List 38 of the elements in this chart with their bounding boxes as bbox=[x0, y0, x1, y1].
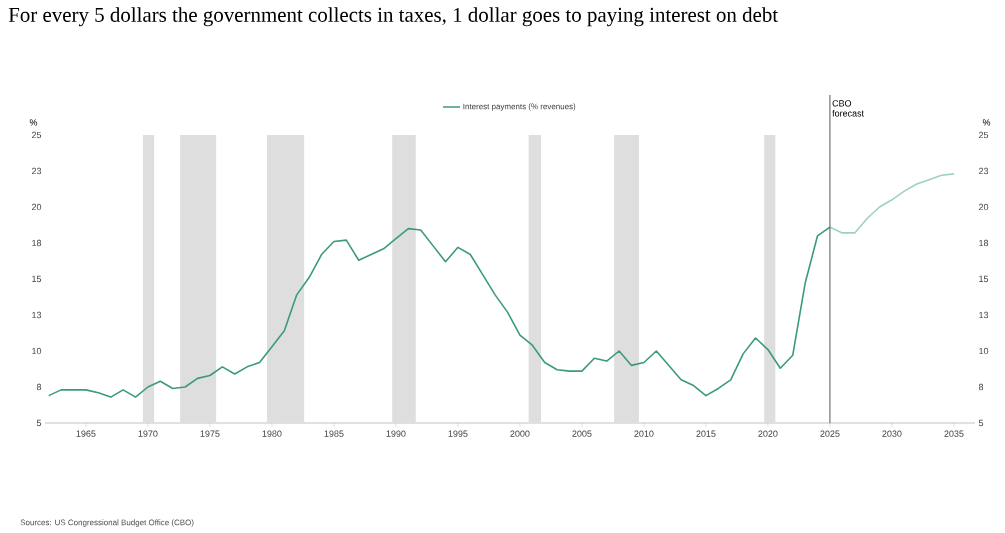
chart-title: For every 5 dollars the government collects in taxes, 1 dollar goes to paying interest on debt bbox=[8, 7, 778, 27]
y2-tick-label: 25 bbox=[978, 131, 989, 139]
x-tick-label: 2015 bbox=[696, 430, 716, 437]
y-tick-label: 23 bbox=[31, 167, 42, 175]
y2-tick-label: 10 bbox=[979, 347, 989, 355]
x-tick-label: 1965 bbox=[76, 430, 96, 437]
y2-tick-label: 20 bbox=[978, 203, 989, 211]
x-tick-label: 1980 bbox=[262, 430, 282, 437]
x-tick-label: 2010 bbox=[634, 430, 654, 437]
x-tick-label: 2025 bbox=[820, 430, 840, 437]
x-tick-label: 2030 bbox=[882, 430, 902, 437]
y-tick-label: 25 bbox=[31, 131, 42, 139]
x-tick-label: 1995 bbox=[448, 430, 468, 437]
x-tick-label: 1975 bbox=[200, 430, 220, 437]
x-tick-label: 1970 bbox=[138, 430, 158, 437]
y-axis-title: % bbox=[29, 119, 38, 126]
x-tick-label: 2020 bbox=[758, 430, 778, 437]
y2-tick-label: 18 bbox=[979, 239, 989, 247]
x-tick-label: 1990 bbox=[386, 430, 406, 437]
x-tick-label: 2035 bbox=[944, 430, 964, 437]
ref-line-label: CBO forecast bbox=[832, 100, 864, 117]
x-tick-label: 2005 bbox=[572, 430, 592, 437]
y2-tick-label: 15 bbox=[979, 275, 989, 283]
x-tick-label: 2000 bbox=[510, 430, 530, 437]
y-tick-label: 15 bbox=[32, 275, 42, 283]
y2-tick-label: 23 bbox=[978, 167, 989, 175]
y-tick-label: 13 bbox=[32, 311, 42, 319]
y-tick-label: 18 bbox=[32, 239, 42, 247]
y-tick-label: 5 bbox=[36, 419, 42, 427]
y-tick-label: 20 bbox=[31, 203, 42, 211]
y-tick-label: 10 bbox=[32, 347, 42, 355]
y2-tick-label: 5 bbox=[978, 419, 984, 427]
y2-tick-label: 8 bbox=[978, 383, 984, 391]
x-tick-label: 1985 bbox=[324, 430, 344, 437]
line-series bbox=[829, 173, 955, 234]
y2-axis-title: % bbox=[982, 119, 991, 126]
y-tick-label: 8 bbox=[36, 383, 42, 391]
y2-tick-label: 13 bbox=[979, 311, 989, 319]
